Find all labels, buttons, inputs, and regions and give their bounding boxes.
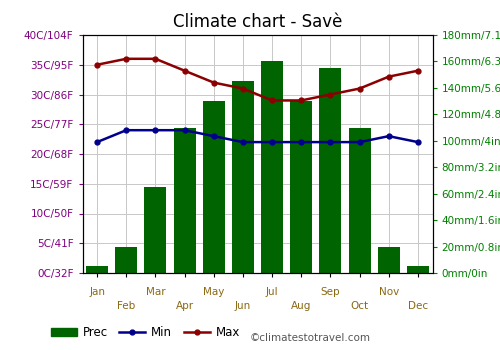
Title: Climate chart - Savè: Climate chart - Savè xyxy=(173,13,342,31)
Bar xyxy=(86,266,108,273)
Bar xyxy=(174,127,196,273)
Text: Oct: Oct xyxy=(350,301,368,311)
Text: Aug: Aug xyxy=(291,301,312,311)
Text: May: May xyxy=(203,287,224,297)
Text: Dec: Dec xyxy=(408,301,428,311)
Text: Jun: Jun xyxy=(235,301,251,311)
Bar xyxy=(378,246,400,273)
Text: Jul: Jul xyxy=(266,287,278,297)
Bar xyxy=(203,101,224,273)
Text: Mar: Mar xyxy=(146,287,165,297)
Bar xyxy=(290,101,312,273)
Text: Jan: Jan xyxy=(89,287,105,297)
Bar xyxy=(144,187,167,273)
Text: Feb: Feb xyxy=(117,301,136,311)
Legend: Prec, Min, Max: Prec, Min, Max xyxy=(46,322,245,344)
Bar xyxy=(320,68,342,273)
Text: Nov: Nov xyxy=(378,287,399,297)
Text: Sep: Sep xyxy=(320,287,340,297)
Bar xyxy=(232,81,254,273)
Text: ©climatestotravel.com: ©climatestotravel.com xyxy=(250,333,371,343)
Bar xyxy=(261,62,283,273)
Bar xyxy=(407,266,429,273)
Bar xyxy=(116,246,137,273)
Bar xyxy=(348,127,370,273)
Text: Apr: Apr xyxy=(176,301,194,311)
